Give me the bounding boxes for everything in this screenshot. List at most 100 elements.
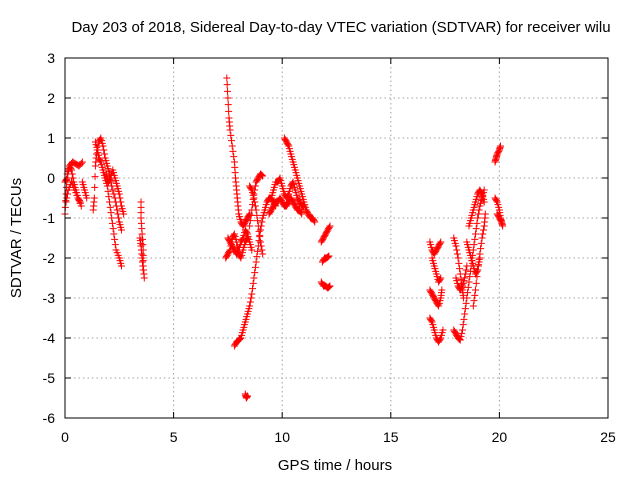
data-point <box>434 301 442 309</box>
data-point <box>78 158 86 166</box>
data-point <box>477 189 485 197</box>
data-point <box>91 173 99 181</box>
y-tick-labels: -6 -5 -4 -3 -2 -1 0 1 2 3 <box>43 50 56 426</box>
series-arc-18 <box>280 134 319 226</box>
data-point <box>465 278 473 286</box>
data-point <box>469 302 477 310</box>
series-arc-31 <box>465 186 488 230</box>
data-point <box>77 159 85 167</box>
data-point <box>120 210 128 218</box>
series-arc-5 <box>89 134 125 234</box>
data-point <box>246 210 254 218</box>
y-tick-label: 1 <box>47 130 55 146</box>
series-arc-3 <box>62 178 85 210</box>
series-arc-20 <box>317 222 334 246</box>
data-point <box>473 273 481 281</box>
data-point <box>235 335 243 343</box>
data-point <box>250 194 258 202</box>
y-tick-label: -3 <box>43 290 56 306</box>
x-axis-label: GPS time / hours <box>278 457 392 474</box>
data-point <box>115 190 123 198</box>
series-arc-25 <box>426 314 447 346</box>
data-point <box>427 317 435 325</box>
data-point <box>480 198 488 206</box>
data-point <box>233 238 241 246</box>
data-point <box>246 222 254 230</box>
data-point <box>258 218 266 226</box>
data-point <box>243 234 251 242</box>
data-point <box>83 194 91 202</box>
y-tick-label: -5 <box>43 370 56 386</box>
data-point <box>437 238 445 246</box>
data-point <box>325 223 333 231</box>
data-point <box>472 286 480 294</box>
data-point <box>115 214 123 222</box>
y-tick-label: -6 <box>43 410 56 426</box>
data-point <box>459 321 467 329</box>
data-point <box>100 150 108 158</box>
data-point <box>461 305 469 313</box>
y-tick-label: 0 <box>47 170 55 186</box>
data-point <box>456 265 464 273</box>
data-point <box>254 217 262 225</box>
series-arc-8 <box>137 198 148 282</box>
series-arc-9 <box>136 234 147 274</box>
data-point <box>96 157 104 165</box>
data-point <box>107 209 115 217</box>
series-arc-29 <box>452 262 471 294</box>
series-arc-26 <box>428 254 445 286</box>
data-point <box>255 237 263 245</box>
plot-frame <box>64 57 609 419</box>
data-point <box>105 193 113 201</box>
data-point <box>470 297 478 305</box>
data-point <box>106 203 114 211</box>
series-arc-27 <box>450 186 488 344</box>
data-point <box>474 261 482 269</box>
data-point <box>100 146 108 154</box>
data-point <box>452 242 460 250</box>
data-point <box>284 141 292 149</box>
data-point <box>458 283 466 291</box>
data-point <box>225 247 233 255</box>
series-arc-28 <box>450 234 468 302</box>
data-point <box>463 262 471 270</box>
data-point <box>438 286 446 294</box>
grid-lines <box>65 58 608 418</box>
data-point <box>259 250 267 258</box>
data-point <box>462 266 470 274</box>
data-point <box>472 230 480 238</box>
data-point <box>457 275 465 283</box>
data-point <box>436 335 444 343</box>
data-point <box>90 194 98 202</box>
data-point <box>108 214 116 222</box>
data-point <box>109 225 117 233</box>
data-point <box>246 298 254 306</box>
data-point <box>227 242 235 250</box>
x-tick-label: 10 <box>274 429 290 445</box>
x-tick-labels: 0 5 10 15 20 25 <box>61 429 616 445</box>
series-arc-22 <box>317 278 334 292</box>
data-point <box>458 326 466 334</box>
data-point <box>106 175 114 183</box>
data-series <box>61 74 507 402</box>
data-point <box>109 186 117 194</box>
data-point <box>325 283 333 291</box>
data-point <box>457 333 465 341</box>
data-point <box>474 214 482 222</box>
data-point <box>230 231 238 239</box>
data-point <box>96 135 104 143</box>
data-point <box>111 235 119 243</box>
data-point <box>224 101 232 109</box>
data-point <box>479 226 487 234</box>
data-point <box>474 266 482 274</box>
data-point <box>275 175 283 183</box>
data-point <box>496 142 504 150</box>
data-point <box>325 283 333 291</box>
y-tick-label: -2 <box>43 250 56 266</box>
series-arc-15 <box>246 182 267 258</box>
series-arc-21 <box>318 252 333 266</box>
data-point <box>453 246 461 254</box>
x-tick-label: 25 <box>600 429 616 445</box>
data-point <box>258 246 266 254</box>
data-point <box>324 253 332 261</box>
